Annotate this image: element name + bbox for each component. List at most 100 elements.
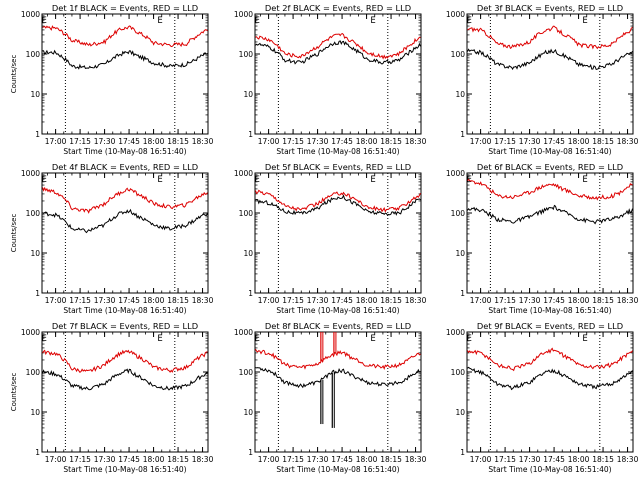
eclipse-marker: E xyxy=(370,16,375,26)
y-tick-label: 100 xyxy=(26,50,41,59)
x-tick-label: 18:00 xyxy=(143,296,165,305)
series-line-lld xyxy=(42,25,208,48)
plot-frame xyxy=(41,13,209,135)
x-tick-label: 17:45 xyxy=(118,137,140,146)
y-tick-label: 1000 xyxy=(234,328,253,337)
x-tick-label: 17:15 xyxy=(282,296,304,305)
x-tick-label: 17:00 xyxy=(258,296,280,305)
plot-title: Det 5f BLACK = Events, RED = LLD xyxy=(265,162,411,172)
x-tick-label: 17:30 xyxy=(307,296,329,305)
plot-title: Det 8f BLACK = Events, RED = LLD xyxy=(265,321,411,331)
eclipse-marker: E xyxy=(41,16,46,26)
x-tick-label: 17:45 xyxy=(118,455,140,464)
plot-title: Det 4f BLACK = Events, RED = LLD xyxy=(52,162,198,172)
plot-title: Det 7f BLACK = Events, RED = LLD xyxy=(52,321,198,331)
x-tick-label: 18:00 xyxy=(356,296,378,305)
eclipse-marker: E xyxy=(157,334,162,344)
eclipse-marker: E xyxy=(582,16,587,26)
x-tick-label: 17:15 xyxy=(69,296,91,305)
eclipse-marker: E xyxy=(41,334,46,344)
x-axis-label: Start Time (10-May-08 16:51:40) xyxy=(276,465,399,474)
y-tick-label: 1 xyxy=(460,289,465,298)
series-line-lld xyxy=(42,186,208,214)
x-tick-label: 18:30 xyxy=(192,137,214,146)
plot-frame xyxy=(466,13,634,135)
y-tick-label: 1000 xyxy=(234,169,253,178)
y-tick-label: 100 xyxy=(26,368,41,377)
y-tick-label: 1 xyxy=(35,289,40,298)
eclipse-marker: E xyxy=(157,175,162,185)
y-tick-label: 100 xyxy=(451,209,466,218)
x-tick-label: 17:30 xyxy=(519,296,541,305)
x-tick-label: 18:00 xyxy=(568,455,590,464)
x-axis-label: Start Time (10-May-08 16:51:40) xyxy=(276,306,399,315)
y-axis-label: Counts/sec xyxy=(10,214,18,253)
x-tick-label: 18:15 xyxy=(592,455,614,464)
plot-title: Det 3f BLACK = Events, RED = LLD xyxy=(477,3,623,13)
x-tick-label: 17:00 xyxy=(470,137,492,146)
plot-title: Det 1f BLACK = Events, RED = LLD xyxy=(52,3,198,13)
series-line-lld xyxy=(255,348,421,371)
plot-frame xyxy=(41,331,209,453)
plot-title: Det 2f BLACK = Events, RED = LLD xyxy=(265,3,411,13)
x-axis-label: Start Time (10-May-08 16:51:40) xyxy=(63,306,186,315)
x-tick-label: 17:45 xyxy=(118,296,140,305)
series-line-events xyxy=(42,49,208,70)
x-tick-label: 18:00 xyxy=(356,137,378,146)
y-tick-label: 1 xyxy=(35,448,40,457)
eclipse-marker: E xyxy=(254,16,259,26)
x-tick-label: 18:15 xyxy=(167,455,189,464)
x-tick-label: 18:00 xyxy=(568,296,590,305)
x-tick-label: 17:00 xyxy=(258,137,280,146)
plot-frame xyxy=(254,13,422,135)
y-tick-label: 1000 xyxy=(446,10,465,19)
x-tick-label: 17:30 xyxy=(519,455,541,464)
x-tick-label: 18:30 xyxy=(405,455,427,464)
y-tick-label: 10 xyxy=(243,408,253,417)
x-tick-label: 18:15 xyxy=(380,137,402,146)
y-tick-label: 100 xyxy=(26,209,41,218)
x-tick-label: 17:15 xyxy=(69,137,91,146)
x-axis-label: Start Time (10-May-08 16:51:40) xyxy=(488,147,611,156)
x-tick-label: 17:15 xyxy=(494,137,516,146)
x-axis-label: Start Time (10-May-08 16:51:40) xyxy=(63,465,186,474)
x-tick-label: 18:15 xyxy=(167,137,189,146)
x-tick-label: 18:15 xyxy=(380,455,402,464)
x-tick-label: 17:45 xyxy=(331,296,353,305)
y-tick-label: 1 xyxy=(248,130,253,139)
eclipse-marker: E xyxy=(254,175,259,185)
x-tick-label: 17:00 xyxy=(258,455,280,464)
panel-8: Det 8f BLACK = Events, RED = LLD 17:00 17:… xyxy=(234,321,427,474)
y-tick-label: 1 xyxy=(35,130,40,139)
plot-frame xyxy=(254,172,422,294)
x-tick-label: 18:30 xyxy=(192,455,214,464)
x-axis-label: Start Time (10-May-08 16:51:40) xyxy=(488,465,611,474)
x-tick-label: 17:15 xyxy=(282,137,304,146)
x-tick-label: 18:00 xyxy=(356,455,378,464)
x-tick-label: 17:15 xyxy=(282,455,304,464)
x-tick-label: 18:30 xyxy=(405,137,427,146)
x-tick-label: 18:00 xyxy=(568,137,590,146)
x-tick-label: 18:15 xyxy=(592,137,614,146)
y-tick-label: 100 xyxy=(239,50,254,59)
eclipse-marker: E xyxy=(582,175,587,185)
y-axis-label: Counts/sec xyxy=(10,373,18,412)
x-tick-label: 17:45 xyxy=(331,137,353,146)
y-tick-label: 1 xyxy=(460,448,465,457)
y-tick-label: 10 xyxy=(243,249,253,258)
series-line-lld xyxy=(255,189,421,213)
x-axis-label: Start Time (10-May-08 16:51:40) xyxy=(276,147,399,156)
series-line-events xyxy=(42,208,208,234)
y-tick-label: 10 xyxy=(455,249,465,258)
eclipse-marker: E xyxy=(254,334,259,344)
x-tick-label: 18:30 xyxy=(405,296,427,305)
y-tick-label: 10 xyxy=(455,408,465,417)
plot-frame xyxy=(41,172,209,294)
series-line-events xyxy=(42,368,208,391)
